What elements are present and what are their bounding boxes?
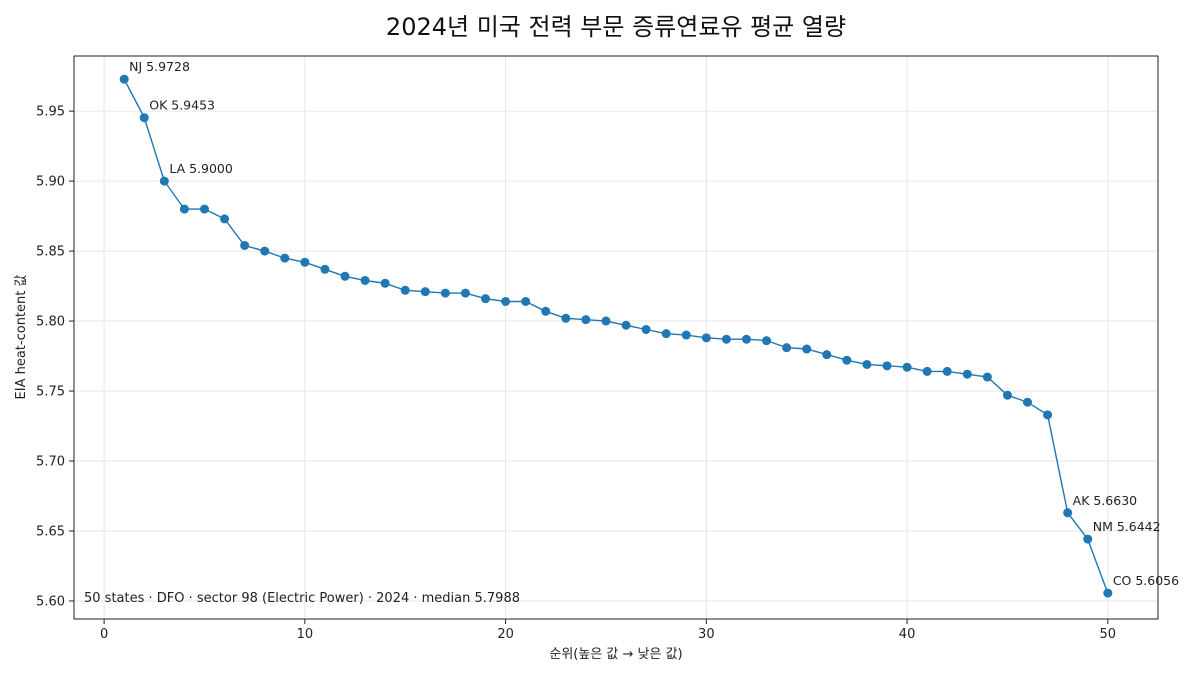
data-point	[340, 271, 350, 281]
data-point	[741, 334, 751, 344]
grid	[74, 56, 1158, 619]
point-annotation: NJ 5.9728	[129, 59, 190, 74]
y-tick-label: 5.70	[36, 455, 65, 470]
x-tick-label: 0	[100, 627, 108, 642]
y-tick-label: 5.75	[36, 385, 65, 400]
y-axis-label: EIA heat-content 값	[14, 274, 29, 399]
data-point	[581, 315, 591, 325]
data-point	[802, 344, 812, 354]
data-point	[541, 306, 551, 316]
data-point	[280, 253, 290, 263]
x-axis-label: 순위(높은 값 → 낮은 값)	[549, 647, 682, 662]
data-point	[641, 324, 651, 334]
data-point	[1043, 410, 1053, 420]
data-point	[922, 366, 932, 376]
data-point	[661, 329, 671, 339]
y-tick-label: 5.80	[36, 315, 65, 330]
x-tick-label: 50	[1100, 627, 1117, 642]
data-point	[159, 176, 169, 186]
chart-title: 2024년 미국 전력 부문 증류연료유 평균 열량	[386, 13, 846, 41]
data-point	[782, 343, 792, 353]
data-point	[701, 333, 711, 343]
data-point	[902, 362, 912, 372]
data-point	[721, 334, 731, 344]
data-point	[882, 361, 892, 371]
point-annotations: NJ 5.9728 OK 5.9453 LA 5.9000 AK 5.6630 NM 5…	[129, 59, 1179, 588]
x-tick-label: 40	[899, 627, 916, 642]
x-tick-label: 20	[497, 627, 514, 642]
series-line	[123, 78, 1109, 594]
data-point	[360, 275, 370, 285]
data-point	[561, 313, 571, 323]
point-annotation: NM 5.6442	[1093, 519, 1161, 534]
data-point	[320, 264, 330, 274]
chart-footnote: 50 states · DFO · sector 98 (Electric Po…	[84, 591, 520, 606]
y-tick-label: 5.90	[36, 175, 65, 190]
x-tick-label: 30	[698, 627, 715, 642]
data-point	[420, 287, 430, 297]
data-point	[199, 204, 209, 214]
point-annotation: LA 5.9000	[169, 161, 233, 176]
data-point	[501, 296, 511, 306]
data-point	[1023, 397, 1033, 407]
data-point	[240, 240, 250, 250]
point-annotation: OK 5.9453	[149, 98, 215, 113]
y-tick-label: 5.85	[36, 245, 65, 260]
y-tick-label: 5.95	[36, 105, 65, 120]
data-point	[139, 113, 149, 123]
data-point	[521, 296, 531, 306]
data-points	[119, 74, 1113, 598]
x-axis: 0 10 20 30 40 50	[100, 619, 1116, 642]
data-point	[1063, 508, 1073, 518]
data-point	[481, 294, 491, 304]
data-point	[1103, 588, 1113, 598]
data-point	[962, 369, 972, 379]
y-axis: 5.60 5.65 5.70 5.75 5.80 5.85 5.90 5.95	[36, 105, 74, 609]
data-point	[400, 285, 410, 295]
x-tick-label: 10	[297, 627, 314, 642]
data-point	[119, 74, 129, 84]
data-point	[380, 278, 390, 288]
data-point	[942, 366, 952, 376]
data-point	[621, 320, 631, 330]
data-point	[862, 359, 872, 369]
data-point	[300, 257, 310, 267]
y-tick-label: 5.65	[36, 524, 65, 539]
y-tick-label: 5.60	[36, 594, 65, 609]
data-point	[762, 336, 772, 346]
data-point	[601, 316, 611, 326]
data-point	[1083, 534, 1093, 544]
data-point	[440, 288, 450, 298]
plot-frame	[73, 55, 1159, 620]
data-point	[822, 350, 832, 360]
data-point	[842, 355, 852, 365]
data-point	[179, 204, 189, 214]
data-point	[982, 372, 992, 382]
data-point	[681, 330, 691, 340]
point-annotation: AK 5.6630	[1073, 493, 1138, 508]
point-annotation: CO 5.6056	[1113, 573, 1179, 588]
data-point	[260, 246, 270, 256]
data-point	[460, 288, 470, 298]
data-point	[1002, 390, 1012, 400]
data-point	[220, 214, 230, 224]
